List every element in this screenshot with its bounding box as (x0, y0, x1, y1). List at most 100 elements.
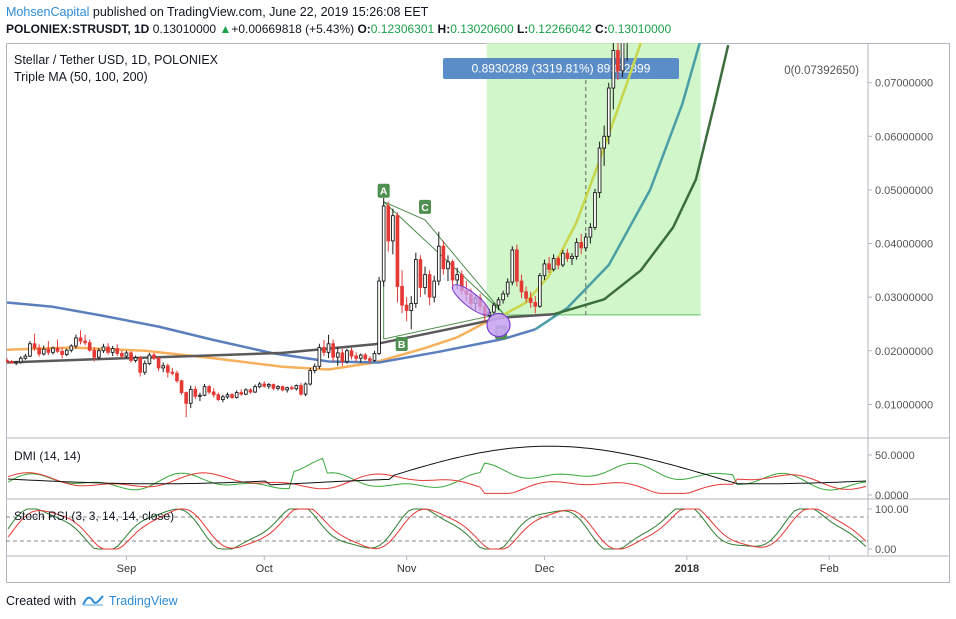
candle-body (450, 261, 455, 281)
close-label: C: (595, 22, 608, 36)
y-tick-label: 0.07000000 (875, 78, 933, 90)
candle-body (78, 337, 83, 342)
candle-body (391, 215, 395, 242)
symbol-label: POLONIEX:STRUSDT, 1D (6, 22, 150, 36)
candle-body (28, 343, 32, 357)
candle-body (354, 355, 358, 359)
candle-body (170, 371, 175, 374)
stoch-tick-label: 100.00 (875, 504, 909, 516)
price-chart[interactable]: 0.8930289 (3319.81%) 89302899 ABCD 0.070… (6, 43, 950, 583)
candle-body (97, 350, 101, 358)
candle-body (326, 343, 331, 353)
candle-body (248, 389, 253, 393)
candle-body (69, 345, 74, 351)
candle-body (340, 352, 345, 362)
candle-body (510, 249, 515, 283)
candle-body (418, 259, 423, 288)
candle-body (234, 392, 239, 398)
candle-body (331, 343, 335, 358)
author-name[interactable]: MohsenCapital (6, 5, 90, 19)
y-tick-label: 0.04000000 (875, 239, 933, 251)
x-tick-label: 2018 (675, 563, 699, 575)
candle-body (372, 352, 377, 361)
candle-body (519, 280, 524, 293)
candle-body (289, 387, 294, 390)
candle-body (271, 384, 276, 389)
created-with-text: Created with (6, 594, 77, 608)
y-tick-label: 0.06000000 (875, 131, 933, 143)
ma50-line (6, 316, 499, 371)
candle-body (165, 365, 170, 373)
dmi-tick-label: 0.0000 (875, 490, 909, 502)
candle-body (381, 205, 386, 282)
x-tick-label: Feb (820, 563, 839, 575)
candle-body (565, 252, 570, 259)
low-label: L: (516, 22, 529, 36)
candle-body (156, 357, 161, 369)
candle-body (276, 386, 280, 389)
candle-body (6, 359, 9, 362)
last-price: 0.13010000 (152, 22, 217, 36)
candle-body (602, 135, 606, 149)
pattern-point-marker (419, 199, 432, 214)
candle-body (46, 348, 51, 353)
candle-body (32, 343, 37, 349)
candle-body (616, 50, 620, 72)
candle-body (211, 391, 216, 396)
candle-body (64, 349, 69, 355)
candle-body (593, 192, 597, 228)
y-tick-label: 0.05000000 (875, 185, 933, 197)
candle-body (404, 304, 409, 311)
candle-body (579, 241, 584, 249)
candle-body (455, 274, 459, 281)
candle-body (60, 350, 64, 355)
candle-body (110, 348, 115, 353)
tradingview-link[interactable]: TradingView (108, 594, 178, 608)
abcd-pattern-line (383, 201, 504, 314)
highlight-ellipse (451, 284, 491, 316)
candle-body (524, 291, 528, 299)
candle-body (87, 342, 92, 351)
y-tick-label: 0.03000000 (875, 292, 933, 304)
dmi-adx-line (7, 445, 867, 486)
candle-body (23, 355, 28, 359)
candle-body (363, 354, 368, 360)
footer: Created with TradingView (6, 594, 178, 608)
dmi-tick-label: 50.0000 (875, 450, 915, 462)
candle-body (496, 299, 501, 306)
candle-body (620, 43, 625, 72)
stoch-d-line (7, 508, 867, 550)
price-change: +0.00669818 (+5.43%) (231, 22, 355, 36)
candle-body (409, 303, 414, 311)
candle-body (142, 363, 147, 373)
candle-body (538, 275, 542, 307)
candle-body (349, 350, 354, 357)
change-arrow-icon: ▲ (219, 22, 232, 36)
candle-body (414, 259, 418, 305)
candle-body (253, 386, 257, 393)
open-value: 0.12306301 (370, 22, 435, 36)
candle-body (317, 347, 322, 367)
x-tick-label: Sep (117, 563, 137, 575)
candle-body (368, 358, 372, 361)
stoch-k-line (7, 508, 867, 550)
candle-body (225, 394, 230, 398)
candle-body (221, 396, 225, 400)
candle-body (280, 386, 285, 391)
candle-body (188, 388, 193, 404)
candle-body (395, 215, 400, 287)
pattern-point-label: A (380, 186, 388, 198)
candle-body (358, 354, 363, 359)
candle-body (175, 372, 179, 382)
publish-info: MohsenCapital published on TradingView.c… (6, 5, 428, 19)
published-text: published on TradingView.com, June 22, 2… (92, 5, 429, 19)
candle-body (14, 361, 19, 364)
candle-body (515, 249, 519, 282)
candle-body (202, 386, 207, 396)
close-value: 0.13010000 (607, 22, 672, 36)
highlight-circle (486, 312, 511, 338)
y-tick-label: 0.01000000 (875, 399, 933, 411)
candle-body (611, 50, 616, 89)
candle-body (606, 87, 611, 137)
pattern-point-label: B (398, 339, 406, 351)
